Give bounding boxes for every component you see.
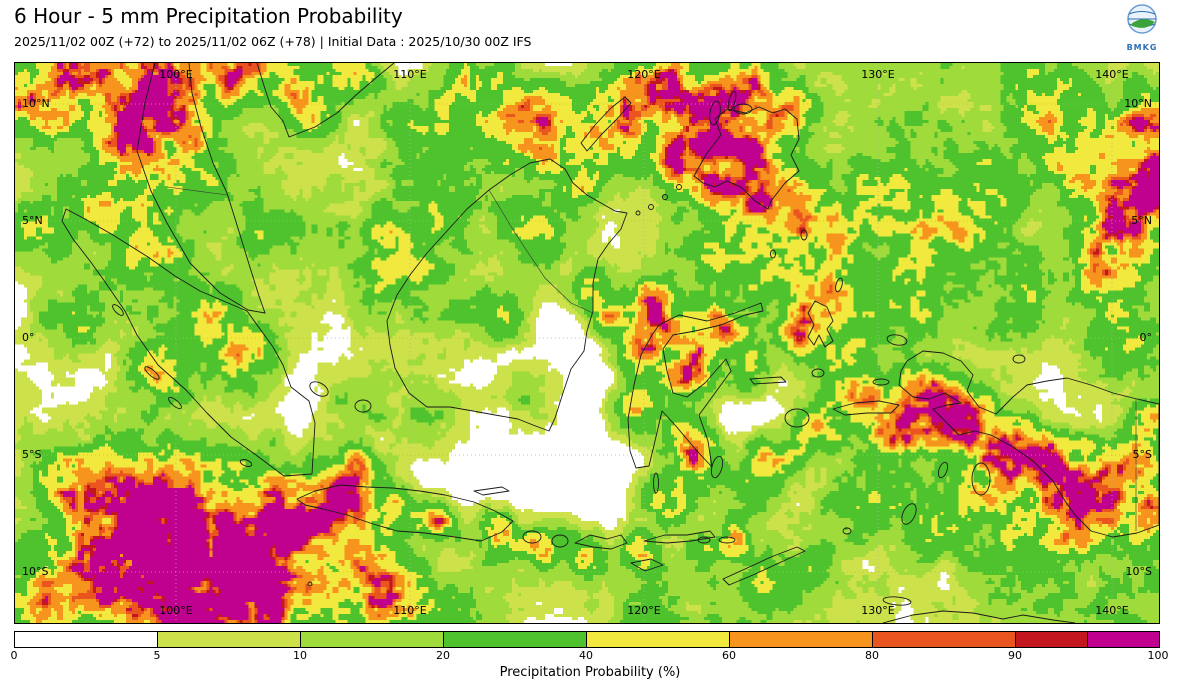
coastline-sula	[749, 376, 787, 385]
island-sulu-4	[635, 210, 641, 216]
colorbar-ticks: 0 5 10 20 40 60 80 90 100	[10, 649, 1169, 662]
island-obi	[811, 368, 825, 378]
coastline-sumba	[630, 558, 664, 572]
colorbar-segment	[587, 632, 730, 647]
island-tanimbar	[901, 503, 917, 525]
island-christmas	[307, 581, 313, 587]
island-melville	[882, 596, 912, 606]
border-kalimantan-malaysia	[488, 189, 594, 314]
coastline-sumbawa	[574, 534, 628, 550]
forecast-period-subtitle: 2025/11/02 00Z (+72) to 2025/11/02 06Z (…	[14, 34, 532, 49]
coastline-mindanao	[693, 106, 800, 210]
coastline-malay-peninsula	[136, 63, 266, 314]
bmkg-logo: BMKG	[1118, 3, 1166, 52]
colorbar-tick: 0	[10, 649, 18, 662]
coastline-overlay	[15, 63, 1159, 623]
logo-globe-line	[1128, 11, 1156, 15]
bmkg-logo-icon	[1127, 4, 1157, 34]
coastline-seram	[832, 400, 900, 416]
precipitation-map: 100°E 100°E 110°E 110°E 120°E 120°E 130°E 130°E…	[14, 62, 1160, 624]
island-sulu-1	[676, 184, 682, 190]
colorbar-tick: 80	[865, 649, 879, 662]
island-kai	[937, 461, 949, 479]
island-mentawai	[168, 396, 182, 410]
island-buru	[784, 408, 810, 428]
island-bohol	[733, 103, 753, 115]
coastline-indochina	[256, 63, 395, 138]
colorbar-segment	[1016, 632, 1088, 647]
coastline-halmahera	[807, 300, 834, 348]
colorbar-segment	[444, 632, 587, 647]
island-misool	[872, 378, 890, 386]
colorbar	[14, 631, 1160, 648]
colorbar-tick: 100	[1147, 649, 1169, 662]
colorbar-segment	[1087, 632, 1159, 647]
colorbar-tick: 90	[1008, 649, 1022, 662]
island-babar	[842, 527, 852, 535]
island-wetar	[718, 536, 736, 544]
island-nias	[112, 304, 124, 316]
colorbar-label: Precipitation Probability (%)	[499, 665, 681, 680]
island-bali	[522, 530, 542, 544]
colorbar-tick: 20	[436, 649, 450, 662]
island-bangka	[309, 381, 329, 397]
island-negros	[709, 100, 721, 126]
island-alor	[697, 536, 711, 544]
island-sulu-2	[662, 194, 668, 200]
island-biak	[1012, 354, 1026, 364]
coastline-sumatra	[61, 208, 316, 477]
island-sangihe	[770, 249, 776, 259]
island-cebu	[727, 90, 737, 112]
island-waigeo	[886, 334, 908, 346]
border-malaysia-thailand	[166, 186, 228, 196]
island-morotai	[835, 277, 843, 293]
colorbar-segment	[873, 632, 1016, 647]
island-belitung	[354, 399, 372, 413]
island-siberut	[144, 366, 160, 380]
coastline-palawan	[580, 96, 632, 152]
island-buton	[710, 455, 724, 479]
colorbar-segment	[301, 632, 444, 647]
colorbar-segment	[15, 632, 158, 647]
island-sulu-3	[648, 204, 654, 210]
coastline-java	[296, 484, 514, 542]
colorbar-tick: 60	[722, 649, 736, 662]
coastlines	[61, 63, 1159, 623]
page-title: 6 Hour - 5 mm Precipitation Probability	[14, 4, 403, 28]
logo-green-wave	[1130, 19, 1155, 28]
coastline-timor	[722, 546, 806, 586]
coastline-papua	[898, 350, 1159, 538]
colorbar-tick: 40	[579, 649, 593, 662]
island-talaud	[800, 229, 808, 241]
colorbar-tick: 5	[153, 649, 161, 662]
colorbar-segment	[730, 632, 873, 647]
island-selayar	[653, 472, 659, 494]
coastline-flores	[643, 530, 716, 544]
coastline-madura	[473, 486, 510, 496]
bmkg-logo-text: BMKG	[1126, 43, 1158, 52]
precipitation-field-canvas	[15, 63, 1159, 623]
island-aru	[971, 462, 991, 496]
coastline-australia	[882, 610, 1076, 623]
coastline-borneo	[386, 158, 628, 432]
coastline-sulawesi	[627, 302, 764, 469]
colorbar-segment	[158, 632, 301, 647]
island-lombok	[551, 534, 569, 548]
island-enggano	[239, 459, 253, 467]
colorbar-tick: 10	[293, 649, 307, 662]
graticule-grid	[15, 63, 1159, 623]
